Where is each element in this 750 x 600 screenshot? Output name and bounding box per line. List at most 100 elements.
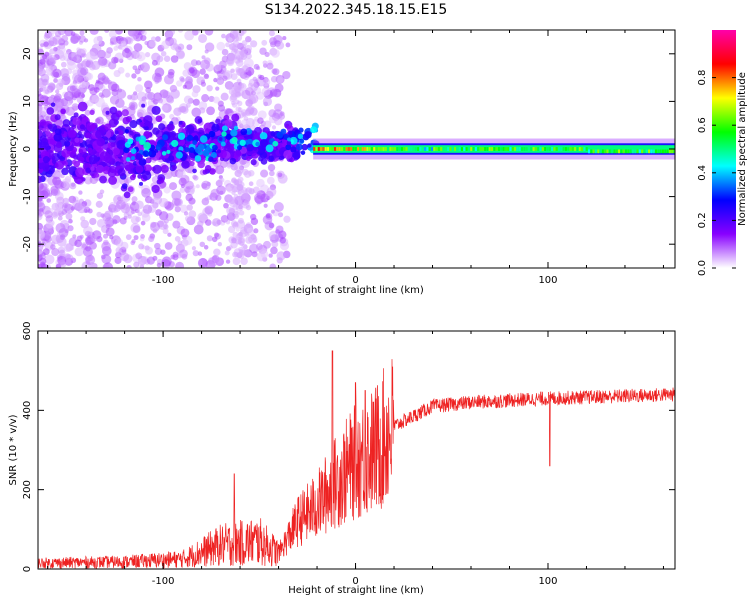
band-segment: [629, 149, 632, 154]
spectrogram-cell: [140, 220, 146, 226]
band-segment: [430, 147, 433, 151]
spectrogram-cell: [123, 147, 130, 154]
spectrogram-cell: [55, 223, 66, 234]
spectrogram-cell: [162, 90, 171, 99]
spectrogram-cell: [161, 104, 169, 112]
band-segment: [315, 147, 318, 151]
spectrogram-cell: [184, 215, 191, 222]
band-segment: [671, 149, 674, 154]
spectrogram-cell: [183, 211, 189, 216]
spectrogram-cell: [231, 186, 239, 193]
spectrogram-cell: [59, 259, 66, 266]
spectrogram-cell: [97, 56, 108, 66]
spectrogram-cell: [170, 88, 180, 99]
spectrogram-cell: [161, 146, 168, 153]
spectrogram-cell: [125, 157, 131, 162]
spectrogram-cell: [246, 144, 254, 152]
spectrogram-cell: [231, 102, 238, 108]
y-tick-label: 10: [22, 95, 33, 108]
spectrogram-cell: [50, 102, 56, 107]
spectrogram-cell: [83, 226, 93, 236]
spectrogram-cell: [263, 120, 272, 129]
spectrogram-cell: [139, 139, 145, 146]
spectrogram-cell: [170, 55, 179, 63]
spectrogram-cell: [234, 211, 239, 216]
band-segment: [638, 149, 641, 154]
spectrogram-cell: [89, 109, 95, 115]
spectrogram-cell: [130, 35, 137, 41]
spectrogram-cell: [301, 143, 308, 151]
spectrogram-cell: [137, 109, 145, 118]
spectrogram-cell: [149, 233, 155, 239]
spectrogram-cell: [182, 69, 190, 77]
band-segment: [382, 147, 385, 151]
spectrogram-cell: [53, 95, 61, 103]
spectrogram-cell: [168, 155, 175, 162]
spectrogram-cell: [211, 123, 220, 132]
spectrogram-cell: [87, 208, 93, 214]
spectrogram-cell: [124, 129, 129, 134]
spectrogram-cell: [135, 153, 143, 161]
spectrogram-cell: [267, 163, 276, 172]
band-segment: [620, 149, 623, 154]
spectrogram-cell: [86, 240, 91, 245]
spectrogram-cell: [105, 110, 110, 115]
spectrogram-cell: [197, 212, 208, 223]
spectrogram-cell: [103, 233, 109, 239]
spectrogram-cell: [49, 65, 54, 70]
band-segment: [599, 149, 602, 154]
spectrogram-cell: [74, 247, 84, 257]
spectrogram-cell: [65, 212, 73, 220]
band-segment: [352, 147, 355, 151]
spectrogram-cell: [139, 181, 144, 186]
spectrogram-cell: [122, 116, 131, 125]
spectrogram-cell: [153, 74, 163, 83]
spectrogram-cell: [38, 240, 42, 245]
band-segment: [384, 147, 387, 151]
spectrogram-cell: [74, 239, 82, 248]
spectrogram-cell: [78, 35, 86, 43]
spectrogram-cell: [183, 95, 193, 104]
spectrogram-cell: [181, 253, 188, 260]
colorbar-ticks: 0.0 0.2 0.4 0.6 0.8: [697, 70, 736, 276]
band-segment: [460, 147, 463, 151]
spectrogram-cell: [148, 149, 157, 158]
spectrogram-cell: [151, 98, 156, 103]
spectrogram-cell: [233, 214, 239, 220]
spectrogram-cell: [166, 172, 172, 178]
spectrogram-cell: [191, 107, 202, 118]
band-segment: [467, 147, 470, 151]
spectrogram-cell: [200, 81, 207, 87]
x-tick-label: 100: [538, 275, 557, 286]
spectrogram-cell: [133, 261, 140, 268]
spectrogram-cell: [114, 130, 119, 135]
spectrogram-cell: [238, 217, 244, 224]
spectrogram-cell: [40, 43, 45, 48]
spectrogram-cell: [268, 155, 275, 162]
spectrogram-cell: [232, 257, 241, 266]
band-segment: [454, 147, 457, 151]
spectrogram-cell: [138, 243, 145, 250]
spectrogram-cell: [175, 263, 182, 268]
spectrogram-cell: [38, 181, 44, 191]
spectrogram-cell: [269, 89, 278, 97]
spectrogram-cell: [162, 134, 169, 141]
spectrogram-cell: [277, 77, 284, 84]
spectrogram-cell: [185, 102, 191, 108]
spectrogram-cell: [271, 48, 280, 58]
spectrogram-cell: [157, 98, 164, 104]
spectrogram-cell: [125, 234, 132, 240]
spectrogram-cell: [216, 77, 225, 85]
spectrogram-cell: [133, 235, 139, 241]
spectrogram-xlabel: Height of straight line (km): [288, 285, 424, 296]
spectrogram-cell: [61, 178, 72, 189]
spectrogram-cell: [130, 209, 136, 215]
band-segment: [574, 147, 577, 151]
spectrogram-cell: [54, 128, 62, 136]
spectrogram-cell: [307, 143, 312, 148]
colorbar-tick-label: 0.8: [697, 70, 708, 86]
band-segment: [539, 147, 542, 151]
spectrogram-cell: [197, 143, 205, 151]
spectrogram-cell: [245, 155, 252, 161]
spectrogram-cell: [217, 104, 226, 112]
